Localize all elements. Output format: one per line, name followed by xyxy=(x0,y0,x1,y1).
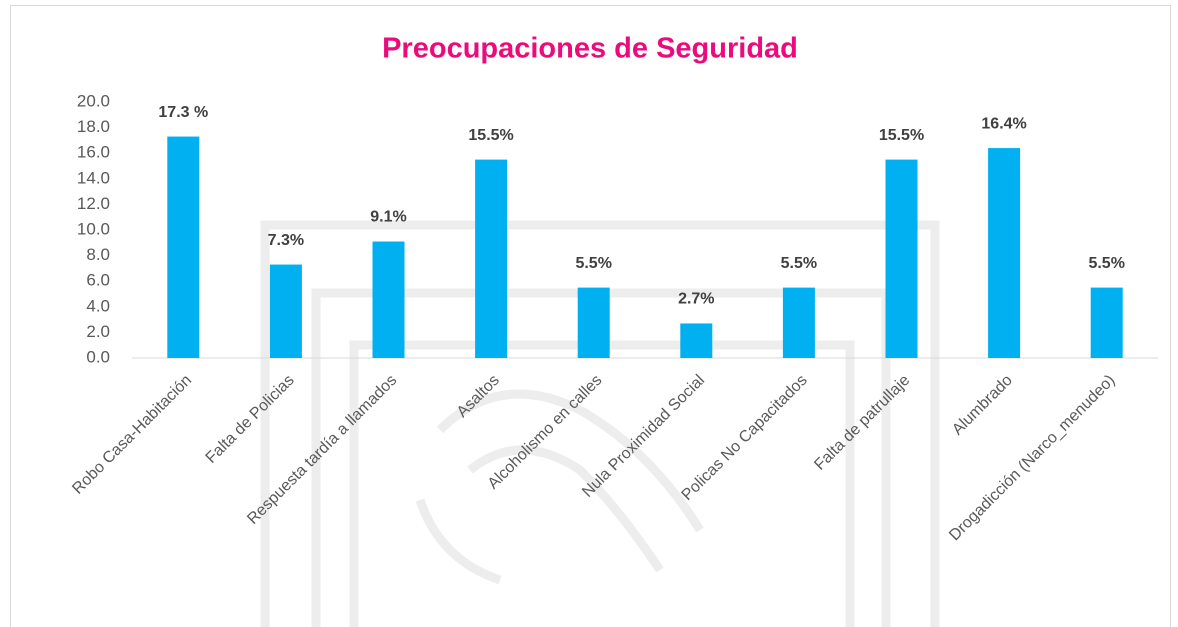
value-label: 17.3 % xyxy=(158,104,208,121)
bar xyxy=(167,136,200,358)
y-tick-label: 0.0 xyxy=(86,347,110,366)
value-label: 2.7% xyxy=(678,291,714,308)
value-label: 5.5% xyxy=(781,255,817,272)
y-tick-label: 20.0 xyxy=(77,91,110,110)
y-tick-label: 18.0 xyxy=(77,117,110,136)
bar xyxy=(372,241,405,358)
bar xyxy=(680,323,713,358)
y-tick-label: 8.0 xyxy=(86,245,110,264)
value-label: 5.5% xyxy=(1088,255,1124,272)
bar xyxy=(988,148,1021,358)
value-label: 5.5% xyxy=(575,255,611,272)
y-tick-label: 10.0 xyxy=(77,219,110,238)
chart-title: Preocupaciones de Seguridad xyxy=(382,33,798,65)
bar xyxy=(475,159,508,358)
bar xyxy=(782,287,815,358)
y-tick-label: 6.0 xyxy=(86,271,110,290)
y-tick-label: 12.0 xyxy=(77,194,110,213)
value-label: 7.3% xyxy=(268,232,304,249)
y-tick-label: 2.0 xyxy=(86,322,110,341)
value-label: 15.5% xyxy=(468,127,513,144)
y-tick-label: 14.0 xyxy=(77,168,110,187)
bar xyxy=(577,287,610,358)
value-label: 15.5% xyxy=(879,127,924,144)
bar xyxy=(885,159,918,358)
bar xyxy=(269,264,302,358)
y-tick-label: 4.0 xyxy=(86,296,110,315)
bar xyxy=(1090,287,1123,358)
value-label: 16.4% xyxy=(981,115,1026,132)
y-tick-label: 16.0 xyxy=(77,143,110,162)
value-label: 9.1% xyxy=(370,209,406,226)
